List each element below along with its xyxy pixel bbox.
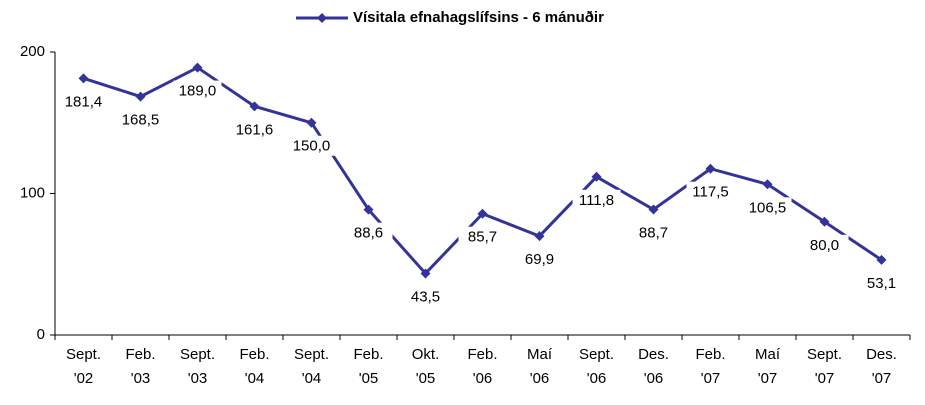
label-bg — [458, 226, 507, 247]
label-bg — [116, 109, 165, 130]
data-point — [648, 204, 659, 215]
data-label: 69,9 — [525, 251, 554, 268]
label-bg — [686, 181, 735, 202]
data-label: 80,0 — [810, 237, 839, 254]
x-tick-label: '06 — [473, 370, 493, 387]
label-bg — [173, 80, 222, 101]
x-tick-label: Feb. — [353, 346, 383, 363]
data-point — [591, 171, 602, 182]
y-tick-label: 0 — [37, 326, 45, 343]
x-tick-label: '07 — [872, 370, 892, 387]
x-tick-label: Sept. — [807, 346, 842, 363]
data-label: 53,1 — [867, 275, 896, 292]
x-tick-label: Des. — [638, 346, 669, 363]
x-tick-label: '06 — [644, 370, 664, 387]
data-point — [534, 231, 545, 242]
label-bg — [743, 197, 792, 218]
x-tick-label: '06 — [587, 370, 607, 387]
data-label: 161,6 — [236, 121, 274, 138]
x-tick-label: Sept. — [294, 346, 329, 363]
label-bg — [629, 222, 678, 243]
label-bg — [59, 91, 108, 112]
x-tick-label: '07 — [758, 370, 778, 387]
data-point — [876, 254, 887, 265]
x-tick-label: Feb. — [467, 346, 497, 363]
data-point — [420, 268, 431, 279]
x-tick-label: '04 — [245, 370, 265, 387]
data-point — [705, 163, 716, 174]
data-label: 88,6 — [354, 225, 383, 242]
data-point — [477, 208, 488, 219]
x-tick-label: Feb. — [125, 346, 155, 363]
data-label: 43,5 — [411, 288, 440, 305]
data-point — [306, 117, 317, 128]
x-tick-label: '03 — [131, 370, 151, 387]
x-tick-label: Feb. — [695, 346, 725, 363]
data-point — [363, 204, 374, 215]
label-bg — [857, 272, 906, 293]
data-label: 111,8 — [579, 192, 614, 209]
x-tick-label: Sept. — [579, 346, 614, 363]
y-tick-label: 100 — [20, 184, 45, 201]
x-tick-label: '04 — [302, 370, 322, 387]
x-tick-label: Okt. — [412, 346, 440, 363]
x-tick-label: Sept. — [66, 346, 101, 363]
data-point — [249, 101, 260, 112]
x-tick-label: Feb. — [239, 346, 269, 363]
data-label: 181,4 — [65, 93, 103, 110]
data-label: 106,5 — [749, 199, 787, 216]
data-point — [819, 216, 830, 227]
data-label: 88,7 — [639, 224, 668, 241]
y-tick-label: 200 — [20, 43, 45, 60]
data-point — [78, 73, 89, 84]
x-tick-label: Maí — [527, 346, 553, 363]
data-label: 150,0 — [293, 138, 331, 155]
x-tick-label: '05 — [359, 370, 379, 387]
legend-label: Vísitala efnahagslífsins - 6 mánuðir — [353, 9, 604, 26]
x-tick-label: Maí — [755, 346, 781, 363]
label-bg — [572, 189, 621, 210]
label-bg — [401, 286, 450, 307]
label-bg — [344, 222, 393, 243]
x-tick-label: '07 — [701, 370, 721, 387]
x-tick-label: '02 — [74, 370, 94, 387]
data-label: 85,7 — [468, 229, 497, 246]
x-tick-label: Sept. — [180, 346, 215, 363]
data-point — [762, 179, 773, 190]
x-tick-label: '06 — [530, 370, 550, 387]
label-bg — [800, 234, 849, 255]
data-label: 168,5 — [122, 112, 160, 129]
data-point — [135, 91, 146, 102]
data-point — [192, 62, 203, 73]
x-tick-label: '05 — [416, 370, 436, 387]
data-label: 189,0 — [179, 83, 217, 100]
label-bg — [287, 135, 336, 156]
x-tick-label: Des. — [866, 346, 897, 363]
x-tick-label: '07 — [815, 370, 835, 387]
label-bg — [230, 119, 279, 140]
data-label: 117,5 — [692, 184, 728, 201]
label-bg — [515, 249, 564, 270]
x-tick-label: '03 — [188, 370, 208, 387]
legend-marker — [317, 13, 327, 23]
